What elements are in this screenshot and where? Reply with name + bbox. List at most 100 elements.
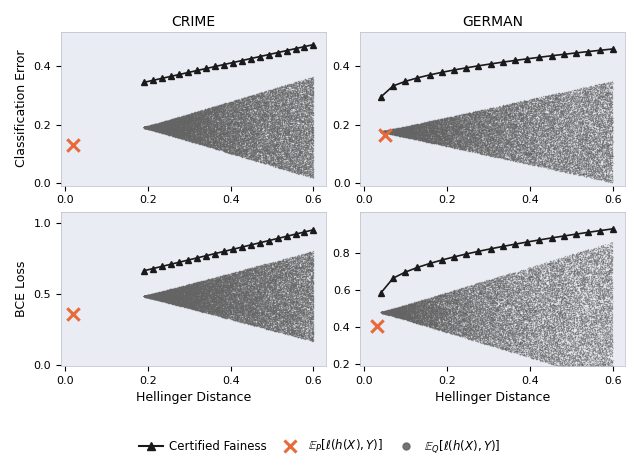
Point [538, 267, 548, 275]
Point [198, 291, 208, 299]
Point [242, 288, 252, 296]
Point [574, 360, 584, 367]
Point [233, 314, 243, 321]
Point [166, 130, 177, 137]
Point [472, 124, 483, 132]
Point [403, 302, 413, 309]
Point [266, 121, 276, 129]
Point [517, 275, 527, 282]
Point [269, 107, 279, 115]
Point [478, 308, 488, 315]
Point [443, 137, 453, 144]
Point [408, 125, 418, 132]
Point [591, 140, 602, 148]
Point [166, 291, 177, 298]
Point [602, 157, 612, 164]
Point [207, 127, 218, 135]
Point [202, 306, 212, 314]
Point [257, 313, 268, 320]
Point [250, 313, 260, 321]
Point [500, 147, 511, 155]
Point [424, 117, 435, 125]
Point [440, 132, 450, 139]
Point [554, 128, 564, 135]
Point [582, 348, 592, 356]
Point [389, 306, 399, 314]
Point [301, 87, 311, 95]
Point [186, 301, 196, 308]
Point [390, 127, 400, 134]
Point [598, 92, 608, 100]
Point [214, 297, 224, 305]
Point [227, 143, 237, 151]
Point [387, 311, 397, 319]
Point [176, 285, 186, 293]
Point [223, 146, 234, 153]
Point [499, 114, 509, 122]
Point [577, 121, 587, 129]
Point [266, 154, 276, 161]
Point [234, 316, 244, 324]
Point [280, 257, 290, 265]
Point [291, 254, 301, 261]
Point [384, 126, 394, 134]
Point [544, 307, 554, 314]
Point [534, 332, 545, 339]
Point [259, 270, 269, 277]
Point [211, 145, 221, 152]
Point [486, 151, 496, 158]
Point [175, 301, 186, 308]
Point [396, 129, 406, 136]
Point [250, 156, 260, 164]
Point [146, 292, 156, 300]
Point [252, 146, 262, 154]
Point [156, 292, 166, 300]
Point [204, 300, 214, 308]
Point [291, 304, 301, 312]
Point [152, 123, 162, 130]
Point [250, 302, 260, 309]
Point [264, 279, 275, 287]
Point [278, 165, 288, 172]
Point [255, 122, 266, 129]
Point [270, 293, 280, 301]
Point [189, 305, 200, 313]
Point [403, 316, 413, 324]
Point [285, 162, 296, 169]
Point [266, 129, 276, 137]
Point [218, 119, 228, 127]
Point [166, 294, 177, 302]
Point [210, 113, 220, 120]
Point [497, 284, 507, 291]
Point [461, 131, 472, 139]
Point [197, 288, 207, 296]
Point [557, 283, 567, 291]
Point [537, 102, 547, 110]
Point [151, 123, 161, 130]
Point [521, 114, 531, 122]
Point [273, 302, 284, 309]
Point [513, 119, 524, 127]
Point [582, 370, 592, 378]
Point [264, 326, 275, 333]
Point [202, 276, 212, 283]
Point [431, 130, 441, 137]
Point [596, 147, 606, 155]
Point [390, 130, 400, 137]
Point [200, 126, 210, 133]
Point [231, 268, 241, 275]
Point [405, 313, 415, 320]
Point [193, 302, 203, 309]
Point [215, 295, 225, 302]
Point [463, 109, 474, 116]
Point [224, 307, 234, 314]
Point [269, 302, 279, 309]
Point [488, 150, 498, 158]
Point [558, 334, 568, 342]
Point [531, 265, 541, 272]
Point [445, 325, 456, 333]
Point [573, 263, 584, 270]
Point [486, 303, 496, 311]
Point [390, 305, 400, 312]
Point [602, 267, 612, 274]
